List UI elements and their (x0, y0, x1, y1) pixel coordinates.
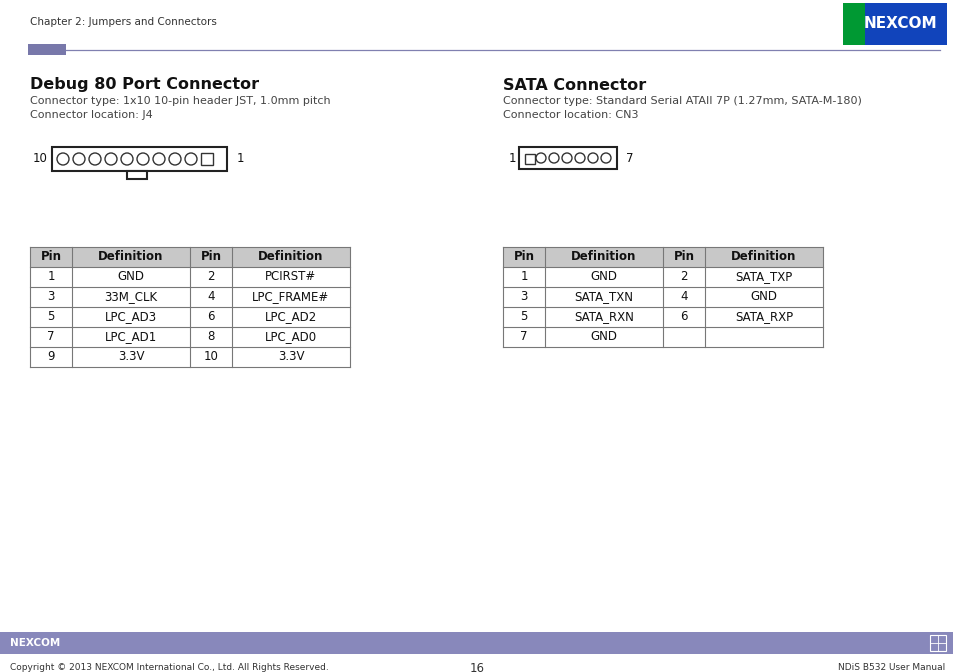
Text: LPC_AD3: LPC_AD3 (105, 310, 157, 323)
Circle shape (600, 153, 610, 163)
Circle shape (536, 153, 545, 163)
Bar (30, 247, 350, 267)
Circle shape (575, 153, 584, 163)
Text: Connector type: Standard Serial ATAII 7P (1.27mm, SATA-M-180): Connector type: Standard Serial ATAII 7P… (502, 96, 861, 106)
Text: 7: 7 (519, 331, 527, 343)
Bar (127, 171, 147, 179)
Bar (524, 154, 535, 164)
Bar (518, 147, 617, 169)
Circle shape (121, 153, 132, 165)
Text: SATA_TXN: SATA_TXN (574, 290, 633, 304)
Text: Definition: Definition (258, 251, 323, 263)
Text: SATA_TXP: SATA_TXP (735, 271, 792, 284)
Circle shape (73, 153, 85, 165)
Text: LPC_AD2: LPC_AD2 (265, 310, 316, 323)
Circle shape (561, 153, 572, 163)
Circle shape (548, 153, 558, 163)
Text: 3.3V: 3.3V (277, 351, 304, 364)
Text: Definition: Definition (571, 251, 636, 263)
Text: 10: 10 (33, 151, 48, 165)
Text: GND: GND (750, 290, 777, 304)
Text: 10: 10 (203, 351, 218, 364)
Text: 6: 6 (207, 310, 214, 323)
Text: NEXCOM: NEXCOM (862, 17, 936, 32)
Text: 1: 1 (519, 271, 527, 284)
Bar (0, 632, 953, 654)
Text: 5: 5 (519, 310, 527, 323)
Text: SATA_RXN: SATA_RXN (574, 310, 634, 323)
Text: 1: 1 (508, 151, 516, 165)
Bar (28, 44, 66, 55)
Bar (842, 3, 946, 45)
Bar (52, 147, 227, 171)
Text: LPC_FRAME#: LPC_FRAME# (253, 290, 330, 304)
Bar (929, 635, 945, 651)
Text: 7: 7 (625, 151, 633, 165)
Circle shape (152, 153, 165, 165)
Text: SATA Connector: SATA Connector (502, 77, 645, 93)
Text: GND: GND (590, 331, 617, 343)
Bar (842, 3, 864, 45)
Circle shape (185, 153, 196, 165)
Text: Chapter 2: Jumpers and Connectors: Chapter 2: Jumpers and Connectors (30, 17, 216, 27)
Text: PCIRST#: PCIRST# (265, 271, 316, 284)
Text: 1: 1 (236, 151, 244, 165)
Circle shape (169, 153, 181, 165)
Text: GND: GND (590, 271, 617, 284)
Circle shape (587, 153, 598, 163)
Text: 5: 5 (48, 310, 54, 323)
Text: Pin: Pin (40, 251, 61, 263)
Circle shape (57, 153, 69, 165)
Text: Connector location: CN3: Connector location: CN3 (502, 110, 638, 120)
Text: Pin: Pin (200, 251, 221, 263)
Text: Connector type: 1x10 10-pin header JST, 1.0mm pitch: Connector type: 1x10 10-pin header JST, … (30, 96, 331, 106)
Text: Definition: Definition (98, 251, 164, 263)
Text: Pin: Pin (513, 251, 534, 263)
Text: LPC_AD1: LPC_AD1 (105, 331, 157, 343)
Text: SATA_RXP: SATA_RXP (734, 310, 792, 323)
Text: 3: 3 (48, 290, 54, 304)
Text: LPC_AD0: LPC_AD0 (265, 331, 316, 343)
Text: 3: 3 (519, 290, 527, 304)
Text: 2: 2 (207, 271, 214, 284)
Bar (502, 247, 822, 267)
Text: 8: 8 (207, 331, 214, 343)
Text: 4: 4 (207, 290, 214, 304)
Text: NEXCOM: NEXCOM (10, 638, 60, 648)
Text: 3.3V: 3.3V (117, 351, 144, 364)
Text: 33M_CLK: 33M_CLK (104, 290, 157, 304)
Text: 16: 16 (469, 661, 484, 672)
Text: 7: 7 (48, 331, 54, 343)
Text: Connector location: J4: Connector location: J4 (30, 110, 152, 120)
Text: 6: 6 (679, 310, 687, 323)
Bar (201, 153, 213, 165)
Text: 1: 1 (48, 271, 54, 284)
Text: 9: 9 (48, 351, 54, 364)
Text: Debug 80 Port Connector: Debug 80 Port Connector (30, 77, 259, 93)
Circle shape (137, 153, 149, 165)
Text: 2: 2 (679, 271, 687, 284)
Text: 4: 4 (679, 290, 687, 304)
Circle shape (105, 153, 117, 165)
Circle shape (89, 153, 101, 165)
Text: Definition: Definition (731, 251, 796, 263)
Text: GND: GND (117, 271, 144, 284)
Text: NDiS B532 User Manual: NDiS B532 User Manual (837, 663, 944, 672)
Text: Copyright © 2013 NEXCOM International Co., Ltd. All Rights Reserved.: Copyright © 2013 NEXCOM International Co… (10, 663, 329, 672)
Text: Pin: Pin (673, 251, 694, 263)
